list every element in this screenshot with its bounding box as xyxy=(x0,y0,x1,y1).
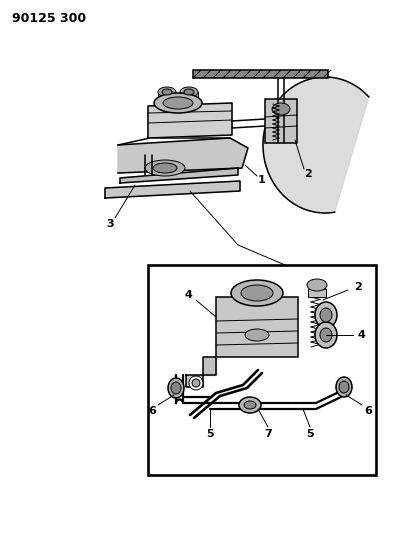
Ellipse shape xyxy=(184,89,194,95)
Ellipse shape xyxy=(192,379,200,387)
Ellipse shape xyxy=(320,328,332,342)
Ellipse shape xyxy=(145,160,185,176)
Ellipse shape xyxy=(163,97,193,109)
Polygon shape xyxy=(186,357,216,387)
Ellipse shape xyxy=(162,89,172,95)
Ellipse shape xyxy=(307,279,327,291)
Ellipse shape xyxy=(315,322,337,348)
Text: 1: 1 xyxy=(258,175,266,185)
Polygon shape xyxy=(263,77,369,213)
Text: 5: 5 xyxy=(206,429,214,439)
Ellipse shape xyxy=(241,285,273,301)
Ellipse shape xyxy=(171,382,181,394)
Ellipse shape xyxy=(154,93,202,113)
Polygon shape xyxy=(120,168,238,183)
Ellipse shape xyxy=(315,302,337,328)
Bar xyxy=(148,265,376,475)
Ellipse shape xyxy=(158,87,176,97)
Text: 5: 5 xyxy=(306,429,314,439)
Text: 7: 7 xyxy=(264,429,272,439)
Ellipse shape xyxy=(272,103,290,115)
Ellipse shape xyxy=(239,397,261,413)
Text: 2: 2 xyxy=(304,169,312,179)
Bar xyxy=(308,289,326,297)
Text: 90125 300: 90125 300 xyxy=(12,12,86,25)
Ellipse shape xyxy=(189,376,203,390)
Ellipse shape xyxy=(245,329,269,341)
Text: 6: 6 xyxy=(364,406,372,416)
Polygon shape xyxy=(105,181,240,198)
Text: 3: 3 xyxy=(106,219,114,229)
Bar xyxy=(193,70,328,78)
Ellipse shape xyxy=(153,163,177,173)
Ellipse shape xyxy=(231,280,283,306)
Text: 2: 2 xyxy=(354,282,362,292)
Ellipse shape xyxy=(180,87,198,97)
Ellipse shape xyxy=(244,401,256,409)
Bar xyxy=(216,297,298,357)
Text: 4: 4 xyxy=(357,330,365,340)
Bar xyxy=(265,99,297,143)
Ellipse shape xyxy=(339,381,349,393)
Polygon shape xyxy=(118,138,248,173)
Polygon shape xyxy=(148,103,232,138)
Bar xyxy=(158,92,176,106)
Ellipse shape xyxy=(320,308,332,322)
Bar xyxy=(180,92,198,106)
Text: 6: 6 xyxy=(148,406,156,416)
Ellipse shape xyxy=(168,378,184,398)
Ellipse shape xyxy=(336,377,352,397)
Text: 4: 4 xyxy=(184,290,192,300)
